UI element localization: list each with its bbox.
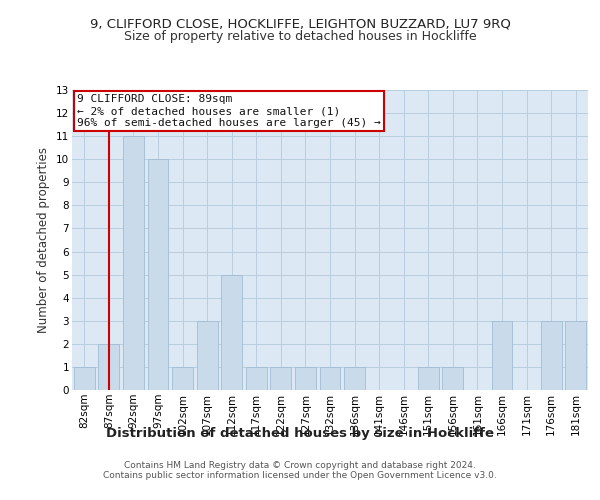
- Bar: [221, 274, 242, 390]
- Bar: [491, 321, 512, 390]
- Bar: [320, 367, 340, 390]
- Bar: [565, 321, 586, 390]
- Bar: [74, 367, 95, 390]
- Y-axis label: Number of detached properties: Number of detached properties: [37, 147, 50, 333]
- Bar: [123, 136, 144, 390]
- Bar: [344, 367, 365, 390]
- Text: 9, CLIFFORD CLOSE, HOCKLIFFE, LEIGHTON BUZZARD, LU7 9RQ: 9, CLIFFORD CLOSE, HOCKLIFFE, LEIGHTON B…: [89, 18, 511, 30]
- Bar: [197, 321, 218, 390]
- Bar: [271, 367, 292, 390]
- Bar: [541, 321, 562, 390]
- Bar: [148, 159, 169, 390]
- Bar: [442, 367, 463, 390]
- Bar: [246, 367, 267, 390]
- Bar: [295, 367, 316, 390]
- Bar: [418, 367, 439, 390]
- Text: Distribution of detached houses by size in Hockliffe: Distribution of detached houses by size …: [106, 428, 494, 440]
- Text: 9 CLIFFORD CLOSE: 89sqm
← 2% of detached houses are smaller (1)
96% of semi-deta: 9 CLIFFORD CLOSE: 89sqm ← 2% of detached…: [77, 94, 381, 128]
- Text: Contains HM Land Registry data © Crown copyright and database right 2024.
Contai: Contains HM Land Registry data © Crown c…: [103, 460, 497, 480]
- Bar: [98, 344, 119, 390]
- Text: Size of property relative to detached houses in Hockliffe: Size of property relative to detached ho…: [124, 30, 476, 43]
- Bar: [172, 367, 193, 390]
